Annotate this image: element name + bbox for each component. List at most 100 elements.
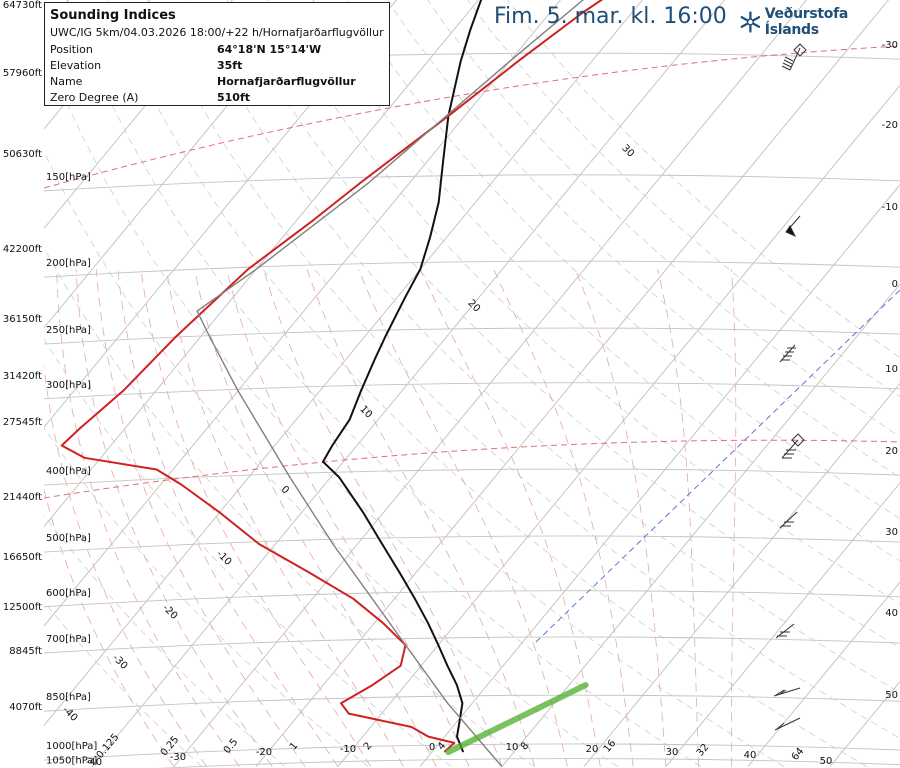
right-axis-tick-label: 10 <box>885 364 898 375</box>
moist-adiabat <box>75 269 273 767</box>
dry-adiabat <box>186 0 900 694</box>
right-axis-tick-label: 30 <box>885 527 898 538</box>
mixing-ratio-tick-label: 2 <box>362 740 375 752</box>
parcel-profile <box>196 0 584 768</box>
isotherm-label: -20 <box>160 603 179 622</box>
info-label: Name <box>50 75 83 88</box>
isotherm-line <box>255 0 889 767</box>
mixing-ratio-tick-label: 1 <box>288 740 301 752</box>
info-title: Sounding Indices <box>50 8 176 23</box>
isobar-line <box>157 758 900 768</box>
isotherm-line <box>91 0 725 767</box>
dry-adiabat <box>266 0 900 605</box>
level-line <box>44 45 900 189</box>
isotherm-line <box>501 283 900 767</box>
altitude-tick-label: 31420ft <box>3 371 42 382</box>
wind-barb <box>785 215 801 238</box>
dry-adiabat <box>507 0 900 359</box>
temperature-tick-label: 0 <box>429 742 435 753</box>
isobar-line <box>44 535 900 553</box>
isobar-line <box>44 468 900 486</box>
lifted-layer-highlight <box>445 682 589 755</box>
wind-barbs <box>773 43 807 731</box>
isotherm-label: 20 <box>465 298 482 315</box>
dewpoint-profile <box>60 0 604 753</box>
right-axis-tick-label: 0 <box>892 279 898 290</box>
info-value: Hornafjarðarflugvöllur <box>217 75 356 88</box>
isotherm-line <box>44 0 561 627</box>
moist-adiabat <box>306 269 536 767</box>
forecast-time-title: Fim. 5. mar. kl. 16:00 <box>494 4 727 29</box>
altitude-tick-label: 8845ft <box>9 646 42 657</box>
info-label: Zero Degree (A) <box>50 91 139 104</box>
info-row-zero-degree: Zero Degree (A) 510ft <box>50 90 384 106</box>
isotherm-label: 0 <box>279 484 291 496</box>
isobar-line <box>44 636 900 654</box>
wind-barb <box>774 717 801 731</box>
moist-adiabat <box>44 363 208 767</box>
isotherm-line <box>665 482 900 767</box>
snowflake-logo-icon <box>740 11 761 33</box>
altitude-tick-label: 16650ft <box>3 552 42 563</box>
isotherm-line <box>44 0 643 726</box>
info-row-elevation: Elevation 35ft <box>50 58 384 74</box>
moist-adiabat <box>95 269 306 767</box>
isotherm-line <box>337 84 900 767</box>
dry-adiabat <box>347 0 900 520</box>
info-value: 35ft <box>217 59 243 72</box>
altitude-tick-label: 4070ft <box>9 702 42 713</box>
pressure-tick-label: 600[hPa] <box>46 588 91 599</box>
isobar-line <box>44 743 900 761</box>
dry-adiabat <box>44 150 618 767</box>
temperature-tick-label: 40 <box>744 750 757 761</box>
altitude-tick-label: 21440ft <box>3 492 42 503</box>
isotherm-line <box>583 382 900 767</box>
wind-barb <box>779 344 796 363</box>
temperature-tick-label: -20 <box>256 747 272 758</box>
moist-adiabat <box>56 269 240 767</box>
wind-barb <box>781 433 805 459</box>
moist-adiabat <box>420 269 601 767</box>
dry-adiabat <box>307 0 900 562</box>
info-label: Elevation <box>50 59 102 72</box>
moist-adiabat <box>226 269 470 767</box>
altitude-tick-label: 12500ft <box>3 602 42 613</box>
altitude-tick-label: 42200ft <box>3 244 42 255</box>
altitude-tick-label: 50630ft <box>3 149 42 160</box>
pressure-tick-label: 850[hPa] <box>46 692 91 703</box>
right-axis-tick-label: -30 <box>882 40 898 51</box>
vedurstofa-logo: Veðurstofa Íslands <box>738 6 900 38</box>
isotherm-label: -10 <box>214 549 233 568</box>
moist-adiabat <box>44 488 175 767</box>
logo-text: Veðurstofa Íslands <box>764 6 849 38</box>
isotherm-line <box>829 681 900 767</box>
altitude-tick-label: 36150ft <box>3 314 42 325</box>
dry-adiabat <box>44 338 452 767</box>
dry-adiabat <box>106 0 868 767</box>
mixing-ratio-tick-label: 16 <box>602 738 619 755</box>
moist-adiabat <box>263 269 503 767</box>
isobar-line <box>44 590 900 608</box>
isobar-line <box>44 694 900 712</box>
info-label: Position <box>50 43 93 56</box>
isotherm-label: 10 <box>357 404 374 421</box>
dry-adiabat <box>44 427 369 767</box>
isotherm-label: 30 <box>619 143 636 160</box>
pressure-tick-label: 250[hPa] <box>46 325 91 336</box>
wind-barb <box>775 623 795 639</box>
altitude-tick-label: 64730ft <box>3 0 42 11</box>
moist-adiabat <box>574 269 667 767</box>
right-axis-tick-label: 50 <box>885 690 898 701</box>
dry-adiabat <box>226 0 900 649</box>
temperature-tick-label: 30 <box>666 747 679 758</box>
info-row-name: Name Hornafjarðarflugvöllur <box>50 74 384 90</box>
isotherm-label: -30 <box>110 653 129 672</box>
pressure-tick-label: 200[hPa] <box>46 258 91 269</box>
wind-barb <box>781 43 807 71</box>
moist-adiabat <box>117 269 339 767</box>
altitude-tick-label: 57960ft <box>3 68 42 79</box>
sounding-indices-panel: Sounding Indices UWC/IG 5km/04.03.2026 1… <box>44 2 390 106</box>
altitude-tick-label: 27545ft <box>3 417 42 428</box>
moist-adiabat <box>731 269 737 767</box>
